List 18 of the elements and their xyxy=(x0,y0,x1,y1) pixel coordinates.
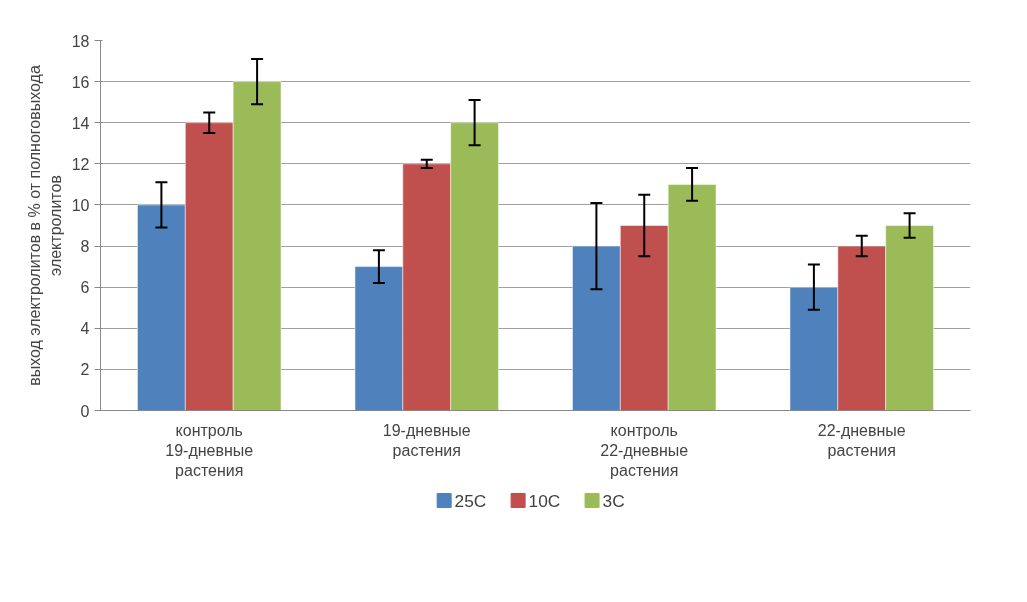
x-tick-label: контроль 19-дневные растения xyxy=(165,421,254,480)
y-tick-label: 16 xyxy=(71,73,90,91)
y-tick-label: 8 xyxy=(80,238,90,256)
y-tick-label: 6 xyxy=(80,279,90,297)
y-tick-label: 0 xyxy=(80,402,90,420)
legend-label: 3C xyxy=(602,490,625,511)
x-tick-label: 19-дневные растения xyxy=(382,421,471,459)
y-tick-label: 2 xyxy=(80,361,90,379)
y-tick-label: 18 xyxy=(71,32,90,50)
legend-label: 10C xyxy=(528,490,561,511)
y-tick-label: 12 xyxy=(71,155,90,173)
x-tick-label: 22-дневные растения xyxy=(817,421,906,459)
x-tick-label: контроль 22-дневные растения xyxy=(600,421,689,480)
y-tick-label: 4 xyxy=(80,320,90,338)
y-tick-label: 14 xyxy=(71,114,90,132)
y-tick-label: 10 xyxy=(71,196,90,214)
y-axis-title: выход электролитов в % от полноговыхода электролитов xyxy=(26,65,64,386)
legend-label: 25C xyxy=(454,490,487,511)
